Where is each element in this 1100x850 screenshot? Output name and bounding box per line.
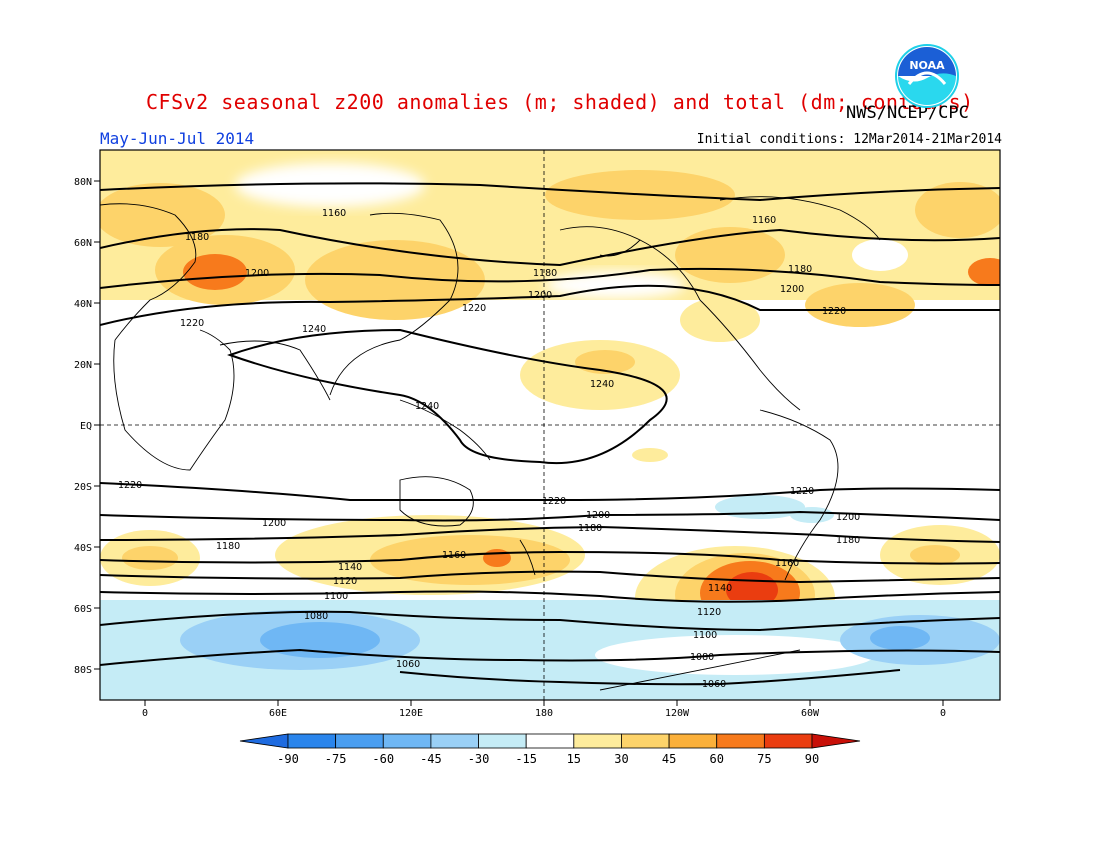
latitude-axis: 80N 60N 40N 20N EQ 20S 40S 60S 80S bbox=[74, 177, 100, 676]
contour-label: 1200 bbox=[780, 284, 804, 295]
contour-label: 1240 bbox=[590, 379, 614, 390]
lon-tick-label: 60W bbox=[801, 708, 820, 719]
contour-label: 1160 bbox=[775, 558, 799, 569]
colorbar-swatch bbox=[430, 733, 479, 749]
colorbar-swatch bbox=[525, 733, 575, 749]
lat-tick-label: 40N bbox=[74, 299, 92, 310]
initial-conditions-label: Initial conditions: 12Mar2014-21Mar2014 bbox=[696, 132, 1002, 147]
contour-label: 1240 bbox=[415, 401, 439, 412]
contour-label: 1120 bbox=[697, 607, 721, 618]
contour-label: 1120 bbox=[333, 576, 357, 587]
height-contours bbox=[100, 182, 1000, 686]
contour-label: 1180 bbox=[578, 523, 602, 534]
colorbar-swatch bbox=[716, 733, 765, 749]
contour-label: 1200 bbox=[528, 290, 552, 301]
lat-tick-label: 40S bbox=[74, 543, 92, 554]
lat-tick-label: 80N bbox=[74, 177, 92, 188]
colorbar-tick-label: -90 bbox=[277, 752, 299, 766]
colorbar-tick-label: -15 bbox=[515, 752, 537, 766]
contour-label: 1200 bbox=[245, 268, 269, 279]
noaa-logo-text: NOAA bbox=[909, 59, 945, 72]
contour-label: 1200 bbox=[836, 512, 860, 523]
contour-label-group: 1160 1180 1200 1220 1240 1240 1240 1180 … bbox=[118, 208, 860, 690]
graticule bbox=[100, 150, 1000, 700]
contour-label: 1220 bbox=[790, 486, 814, 497]
contour-label: 1060 bbox=[702, 679, 726, 690]
lat-tick-label: 60S bbox=[74, 604, 92, 615]
contour-label: 1220 bbox=[180, 318, 204, 329]
anomaly-shading bbox=[100, 150, 1000, 700]
colorbar-tick-label: -75 bbox=[325, 752, 347, 766]
colorbar-swatch bbox=[478, 733, 527, 749]
contour-label: 1180 bbox=[836, 535, 860, 546]
contour-label: 1180 bbox=[185, 232, 209, 243]
colorbar-swatch bbox=[621, 733, 670, 749]
colorbar: -90 -75 -60 -45 -30 -15 15 30 45 60 75 90 bbox=[239, 733, 861, 766]
contour-label: 1180 bbox=[216, 541, 240, 552]
longitude-axis: 0 60E 120E 180 120W 60W 0 bbox=[142, 700, 946, 719]
contour-label: 1160 bbox=[752, 215, 776, 226]
lat-tick-label: 60N bbox=[74, 238, 92, 249]
colorbar-tick-label: 90 bbox=[805, 752, 819, 766]
colorbar-tick-label: 45 bbox=[662, 752, 676, 766]
contour-label: 1200 bbox=[586, 510, 610, 521]
colorbar-tick-label: 30 bbox=[614, 752, 628, 766]
contour-label: 1220 bbox=[542, 496, 566, 507]
contour-label: 1220 bbox=[822, 306, 846, 317]
colorbar-swatch bbox=[668, 733, 718, 749]
contour-label: 1220 bbox=[462, 303, 486, 314]
contour-label: 1200 bbox=[262, 518, 286, 529]
contour-label: 1080 bbox=[304, 611, 328, 622]
contour-label: 1240 bbox=[302, 324, 326, 335]
lat-tick-label: 20N bbox=[74, 360, 92, 371]
colorbar-swatch bbox=[335, 733, 384, 749]
lat-tick-label: EQ bbox=[80, 421, 92, 432]
contour-label: 1180 bbox=[788, 264, 812, 275]
colorbar-tick-label: 15 bbox=[567, 752, 581, 766]
colorbar-right-arrow bbox=[811, 733, 861, 749]
season-label: May-Jun-Jul 2014 bbox=[100, 129, 255, 148]
colorbar-tick-label: -30 bbox=[468, 752, 490, 766]
colorbar-swatch bbox=[573, 733, 622, 749]
agency-label: NWS/NCEP/CPC bbox=[846, 103, 969, 123]
colorbar-swatch bbox=[763, 733, 813, 749]
contour-label: 1140 bbox=[708, 583, 732, 594]
lon-tick-label: 0 bbox=[940, 708, 946, 719]
lon-tick-label: 0 bbox=[142, 708, 148, 719]
contour-label: 1080 bbox=[690, 652, 714, 663]
lon-tick-label: 60E bbox=[269, 708, 287, 719]
colorbar-tick-label: 60 bbox=[710, 752, 724, 766]
lat-tick-label: 20S bbox=[74, 482, 92, 493]
lat-tick-label: 80S bbox=[74, 665, 92, 676]
colorbar-left-arrow bbox=[239, 733, 289, 749]
contour-label: 1220 bbox=[118, 480, 142, 491]
colorbar-swatch bbox=[382, 733, 432, 749]
lon-tick-label: 120W bbox=[665, 708, 690, 719]
contour-label: 1100 bbox=[693, 630, 717, 641]
contour-label: 1140 bbox=[338, 562, 362, 573]
contour-label: 1160 bbox=[322, 208, 346, 219]
chart-title: CFSv2 seasonal z200 anomalies (m; shaded… bbox=[146, 90, 974, 114]
contour-label: 1180 bbox=[533, 268, 557, 279]
colorbar-swatch bbox=[287, 733, 337, 749]
colorbar-tick-label: 75 bbox=[757, 752, 771, 766]
contour-label: 1100 bbox=[324, 591, 348, 602]
colorbar-tick-label: -45 bbox=[420, 752, 442, 766]
lon-tick-label: 180 bbox=[535, 708, 553, 719]
noaa-logo-icon: NOAA bbox=[895, 44, 959, 108]
coastlines bbox=[100, 196, 881, 691]
contour-label: 1060 bbox=[396, 659, 420, 670]
lon-tick-label: 120E bbox=[399, 708, 423, 719]
colorbar-tick-label: -60 bbox=[372, 752, 394, 766]
contour-label: 1160 bbox=[442, 550, 466, 561]
